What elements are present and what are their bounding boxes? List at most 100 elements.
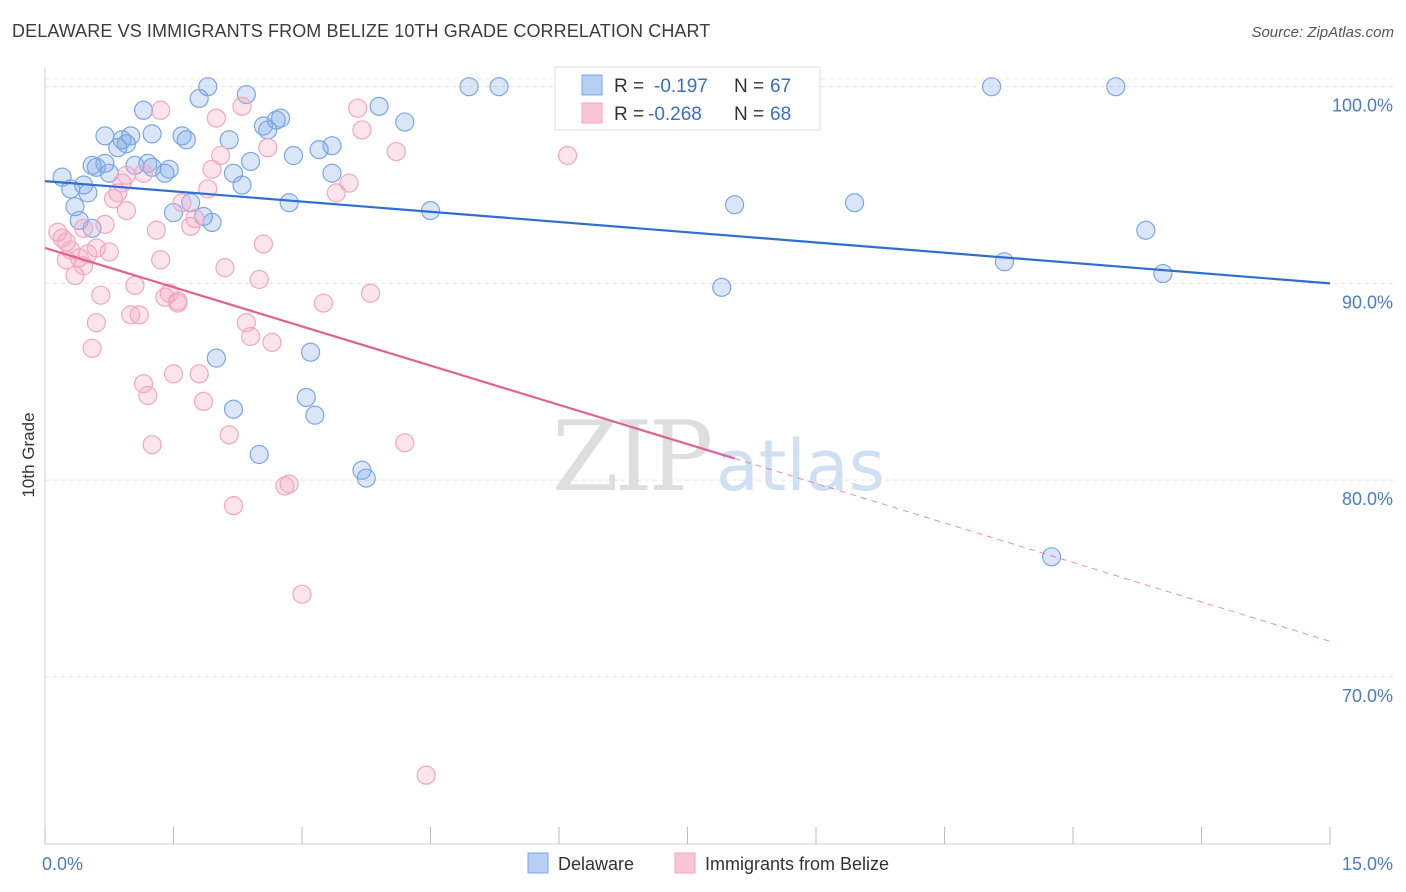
delaware-point — [159, 159, 179, 179]
delaware-point — [266, 110, 286, 130]
belize-point — [386, 141, 406, 162]
legend-label-delaware: Delaware — [558, 854, 634, 874]
legend-swatch-delaware — [527, 852, 549, 874]
trend-lines — [44, 179, 1331, 642]
delaware-points — [52, 77, 1173, 567]
delaware-point — [236, 84, 256, 105]
delaware-point — [982, 77, 1002, 97]
delaware-point — [1041, 547, 1062, 567]
y-tick-label: 80.0% — [1342, 489, 1393, 509]
belize-point — [258, 138, 278, 158]
belize-point — [116, 200, 136, 221]
belize-point — [249, 269, 269, 290]
y-tick-labels: 100.0% 90.0% 80.0% 70.0% — [1332, 96, 1393, 706]
delaware-point — [309, 140, 329, 160]
stats-r-value-belize: -0.268 — [648, 104, 702, 125]
stats-r-label-delaware: R = — [614, 76, 644, 97]
belize-point — [116, 165, 136, 185]
belize-point — [262, 332, 282, 352]
delaware-point — [78, 183, 98, 203]
belize-point — [86, 238, 107, 258]
delaware-point — [95, 153, 115, 173]
series-legend: Delaware Immigrants from Belize — [527, 852, 889, 874]
belize-point — [163, 364, 184, 384]
delaware-point — [994, 252, 1015, 272]
stats-r-value-delaware: -0.197 — [654, 76, 708, 97]
chart-source: Source: ZipAtlas.com — [1251, 24, 1394, 41]
belize-point — [138, 385, 158, 406]
belize-point — [352, 120, 372, 140]
belize-point — [557, 145, 578, 166]
delaware-point — [279, 193, 299, 213]
belize-point — [215, 258, 235, 278]
stats-n-value-belize: 68 — [770, 104, 791, 125]
stats-legend: R = -0.197 N = 67 R = -0.268 N = 68 — [554, 66, 821, 131]
belize-point — [185, 208, 205, 229]
stats-n-label-delaware: N = — [734, 76, 764, 97]
delaware-point — [283, 145, 304, 166]
delaware-point — [296, 387, 316, 408]
belize-point — [219, 425, 239, 445]
y-tick-label: 90.0% — [1342, 292, 1393, 312]
belize-point — [56, 232, 77, 252]
belize-point — [133, 163, 154, 183]
belize-point — [360, 283, 381, 303]
belize-point — [279, 474, 299, 494]
stats-n-value-delaware: 67 — [770, 76, 791, 97]
delaware-point — [142, 124, 162, 144]
delaware-point — [198, 77, 218, 97]
delaware-point — [133, 100, 154, 120]
stats-n-label-belize: N = — [734, 104, 764, 125]
belize-point — [146, 220, 166, 240]
legend-swatch-belize — [674, 852, 696, 874]
belize-point — [151, 250, 171, 270]
belize-point — [142, 435, 162, 455]
delaware-point — [249, 444, 269, 465]
chart-title: DELAWARE VS IMMIGRANTS FROM BELIZE 10TH … — [12, 21, 711, 41]
x-ticks — [44, 827, 1331, 844]
belize-point — [202, 159, 222, 179]
delaware-point — [300, 342, 321, 362]
belize-point — [241, 326, 261, 347]
belize-point — [211, 145, 231, 166]
belize-point — [253, 234, 274, 254]
watermark-atlas: atlas — [716, 425, 885, 507]
belize-point — [151, 100, 171, 120]
delaware-point — [232, 175, 252, 195]
watermark: ZIP atlas — [552, 401, 885, 513]
y-tick-label: 70.0% — [1342, 686, 1393, 706]
belize-point — [313, 293, 334, 313]
delaware-point — [206, 348, 226, 368]
x-tick-label-max: 15.0% — [1342, 854, 1393, 874]
stats-swatch-belize — [581, 102, 603, 124]
belize-point — [172, 193, 192, 213]
delaware-point — [1106, 77, 1126, 97]
delaware-point — [489, 77, 509, 97]
belize-point — [91, 285, 111, 305]
belize-point — [223, 496, 244, 516]
delaware-point — [241, 151, 261, 172]
belize-point — [339, 173, 359, 193]
belize-point — [82, 338, 102, 358]
x-tick-label-min: 0.0% — [42, 854, 83, 874]
belize-point — [206, 108, 226, 128]
delaware-point — [725, 195, 745, 215]
delaware-point — [356, 468, 376, 488]
belize-point — [416, 765, 436, 785]
belize-point — [133, 374, 154, 394]
belize-trend-line — [44, 246, 735, 460]
delaware-trend-line — [44, 179, 1331, 285]
belize-point — [326, 183, 346, 203]
belize-points — [48, 96, 578, 785]
belize-point — [73, 218, 94, 238]
delaware-point — [219, 130, 239, 150]
delaware-point — [395, 112, 415, 132]
delaware-point — [1136, 220, 1156, 240]
y-axis-label: 10th Grade — [19, 412, 38, 497]
belize-point — [95, 214, 115, 234]
belize-point — [292, 584, 312, 604]
delaware-point — [459, 77, 479, 97]
legend-label-belize: Immigrants from Belize — [705, 854, 889, 874]
belize-point — [168, 291, 188, 311]
delaware-point — [99, 163, 119, 183]
